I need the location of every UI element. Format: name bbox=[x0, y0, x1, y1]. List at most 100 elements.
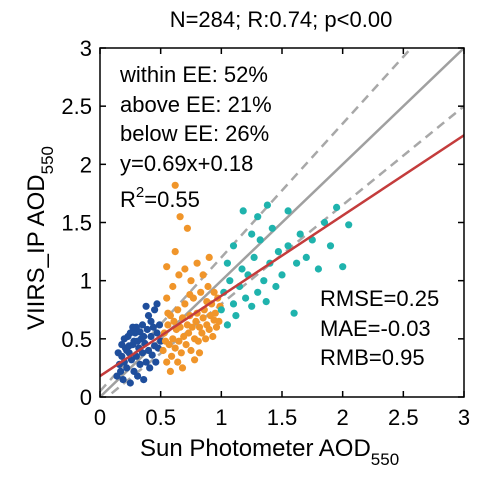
data-point bbox=[187, 277, 195, 285]
data-point bbox=[163, 263, 171, 271]
data-point bbox=[176, 213, 184, 221]
data-point bbox=[272, 282, 280, 291]
x-tick-label: 2.5 bbox=[388, 405, 419, 430]
data-point bbox=[144, 312, 153, 320]
below-ee-label: below EE: 26% bbox=[120, 121, 269, 146]
data-point bbox=[153, 329, 161, 337]
data-point bbox=[314, 265, 322, 273]
data-point bbox=[205, 253, 213, 261]
data-point bbox=[274, 248, 282, 256]
y-tick-label: 1 bbox=[80, 269, 92, 294]
data-point bbox=[126, 329, 134, 337]
data-point bbox=[290, 309, 298, 317]
rmse-label: RMSE=0.25 bbox=[320, 286, 439, 311]
stats-bottom: RMSE=0.25 MAE=-0.03 RMB=0.95 bbox=[320, 286, 439, 370]
data-point bbox=[199, 314, 207, 322]
data-point bbox=[197, 288, 205, 296]
data-point bbox=[153, 300, 161, 308]
data-point bbox=[250, 253, 258, 261]
data-point bbox=[168, 352, 176, 360]
ee-lower-line bbox=[105, 105, 464, 397]
data-point bbox=[223, 321, 231, 329]
data-point bbox=[151, 306, 159, 314]
data-point bbox=[248, 302, 256, 310]
data-point bbox=[195, 349, 204, 357]
data-point bbox=[146, 364, 154, 372]
regression-line bbox=[100, 134, 464, 378]
data-point bbox=[147, 317, 155, 325]
data-point bbox=[198, 329, 206, 337]
data-point bbox=[296, 230, 304, 238]
y-tick-label: 0 bbox=[80, 385, 92, 410]
data-point bbox=[140, 376, 148, 384]
data-point bbox=[183, 224, 191, 232]
data-point bbox=[185, 329, 193, 337]
data-point bbox=[143, 325, 151, 334]
data-point bbox=[117, 367, 125, 375]
data-point bbox=[186, 291, 194, 299]
data-point bbox=[118, 341, 126, 349]
data-point bbox=[333, 203, 341, 211]
data-point bbox=[210, 288, 218, 296]
y-tick-label: 2 bbox=[80, 152, 92, 177]
data-point bbox=[192, 317, 200, 325]
data-point bbox=[171, 181, 179, 189]
data-point bbox=[138, 321, 147, 329]
data-point bbox=[187, 346, 195, 355]
data-point bbox=[202, 335, 210, 343]
x-tick-label: 2 bbox=[337, 405, 349, 430]
r-squared-label: R2=0.55 bbox=[120, 184, 200, 212]
data-point bbox=[260, 277, 268, 285]
data-point bbox=[293, 259, 301, 267]
x-tick-label: 1.5 bbox=[267, 405, 298, 430]
data-point bbox=[345, 221, 353, 229]
data-point bbox=[242, 294, 250, 302]
data-point bbox=[248, 230, 256, 238]
data-point bbox=[339, 263, 347, 271]
data-point bbox=[215, 317, 223, 325]
data-point bbox=[119, 376, 127, 384]
data-point bbox=[152, 358, 160, 366]
data-point bbox=[136, 360, 144, 368]
data-point bbox=[232, 312, 240, 320]
data-point bbox=[204, 282, 212, 291]
data-point bbox=[181, 300, 189, 308]
within-ee-label: within EE: 52% bbox=[119, 62, 268, 87]
data-point bbox=[171, 248, 179, 256]
data-point bbox=[195, 323, 204, 331]
y-axis-label: VIIRS_IP AOD550 bbox=[23, 146, 57, 330]
data-point bbox=[223, 259, 231, 267]
data-point bbox=[166, 367, 174, 375]
data-point bbox=[254, 213, 262, 221]
data-point bbox=[161, 337, 170, 345]
data-point bbox=[114, 349, 122, 357]
data-point bbox=[181, 265, 189, 273]
mae-label: MAE=-0.03 bbox=[320, 316, 431, 341]
data-point bbox=[147, 332, 155, 341]
data-point bbox=[212, 323, 221, 331]
data-point bbox=[164, 321, 172, 329]
data-point bbox=[278, 271, 286, 279]
x-axis-ticks: 0 0.5 1 1.5 2 2.5 3 bbox=[94, 48, 470, 430]
data-point bbox=[199, 271, 207, 279]
data-point bbox=[209, 332, 217, 341]
data-point bbox=[123, 364, 131, 372]
data-point bbox=[229, 242, 238, 250]
data-point bbox=[170, 317, 178, 325]
data-point bbox=[211, 309, 219, 317]
x-axis-label: Sun Photometer AOD550 bbox=[140, 435, 399, 469]
data-point bbox=[138, 349, 147, 357]
above-ee-label: above EE: 21% bbox=[120, 92, 272, 117]
data-point bbox=[175, 271, 183, 279]
data-point bbox=[182, 341, 190, 349]
y-tick-label: 2.5 bbox=[61, 94, 92, 119]
data-point bbox=[155, 321, 164, 329]
data-point bbox=[169, 335, 177, 343]
chart-title: N=284; R:0.74; p<0.00 bbox=[170, 7, 393, 32]
data-point bbox=[326, 242, 335, 250]
data-point bbox=[205, 325, 213, 334]
data-point bbox=[302, 253, 310, 261]
data-point bbox=[169, 282, 177, 291]
data-point bbox=[191, 356, 199, 364]
